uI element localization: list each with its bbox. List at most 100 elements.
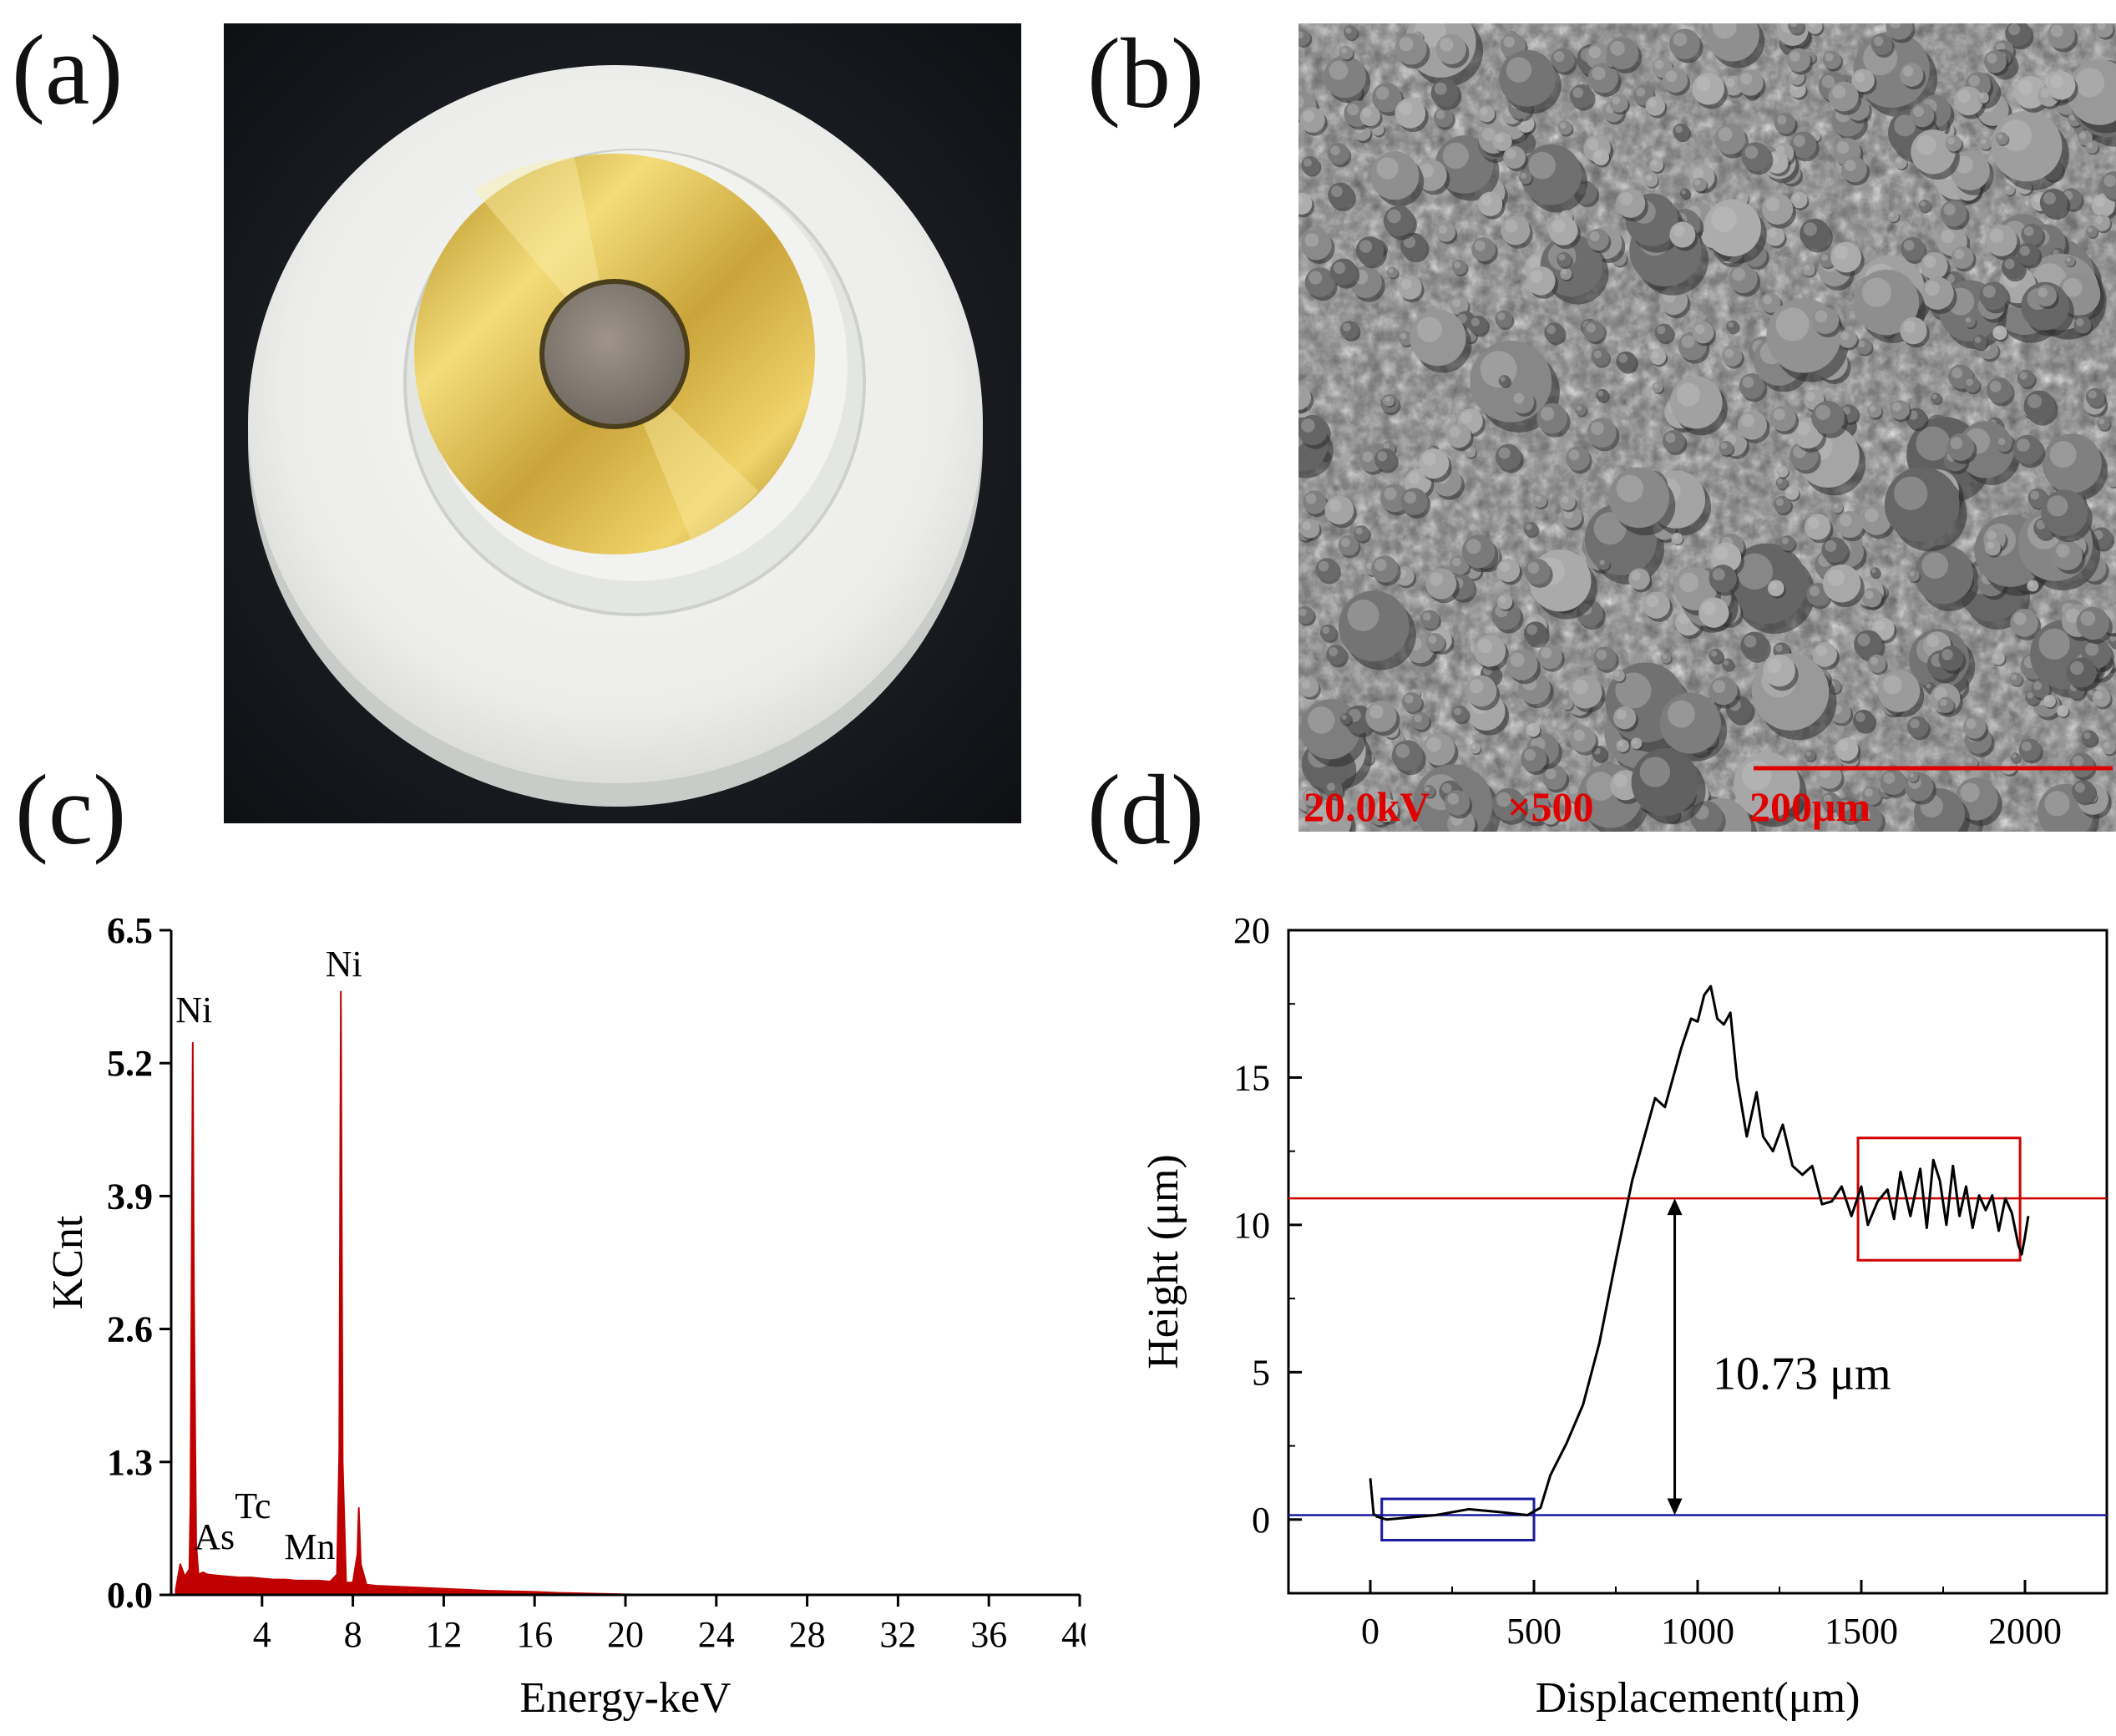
- sem-nodule-highlight: [1447, 792, 1460, 805]
- sem-nodule-highlight: [1593, 512, 1627, 545]
- sem-nodule-highlight: [1805, 751, 1811, 757]
- sem-nodule: [1503, 145, 1526, 169]
- sem-nodule-highlight: [1857, 633, 1870, 646]
- sem-nodule: [1669, 376, 1723, 429]
- sem-nodule-highlight: [1460, 412, 1473, 423]
- sem-nodule-highlight: [1341, 714, 1347, 720]
- sem-nodule: [1907, 716, 1929, 738]
- sem-nodule-highlight: [1631, 570, 1641, 581]
- sem-nodule: [1652, 382, 1663, 393]
- sem-nodule-highlight: [1543, 809, 1552, 817]
- profile-highlight-box: [1380, 1497, 1536, 1541]
- sem-nodule: [1962, 716, 1987, 739]
- eds-peak-label: Mn: [284, 1526, 335, 1567]
- sem-nodule-highlight: [1909, 570, 1915, 577]
- sem-nodule: [1983, 50, 2007, 73]
- sem-nodule-highlight: [1873, 36, 1884, 47]
- sem-nodule-highlight: [1894, 476, 1928, 510]
- sem-nodule-highlight: [1796, 421, 1810, 436]
- sem-nodule-highlight: [1345, 27, 1352, 34]
- sem-nodule: [1811, 401, 1845, 434]
- sem-nodule: [1298, 384, 1312, 410]
- sem-nodule: [1907, 772, 1919, 782]
- sem-nodule: [1338, 590, 1410, 661]
- sem-nodule: [1608, 467, 1670, 529]
- sem-nodule-highlight: [1870, 656, 1879, 666]
- sem-nodule-highlight: [1303, 158, 1312, 167]
- sem-nodule: [2108, 633, 2116, 648]
- sem-nodule-highlight: [1438, 225, 1448, 234]
- sem-nodule: [2031, 679, 2050, 698]
- sem-nodule: [2102, 740, 2116, 755]
- sem-nodule: [1587, 418, 1617, 448]
- sem-nodule-highlight: [1789, 51, 1800, 63]
- sem-nodule: [1855, 338, 1872, 355]
- sem-nodule-highlight: [1651, 159, 1658, 166]
- sem-nodule-highlight: [2076, 318, 2084, 326]
- sem-nodule-highlight: [1597, 390, 1604, 397]
- sem-nodule-highlight: [1855, 712, 1865, 722]
- sem-nodule-highlight: [1495, 134, 1504, 144]
- sem-nodule-highlight: [1645, 175, 1653, 181]
- sem-nodule: [1779, 535, 1795, 551]
- sem-nodule: [1395, 33, 1427, 65]
- sem-nodule: [1979, 281, 2008, 311]
- eds-x-axis-label: Energy-keV: [519, 1674, 731, 1722]
- sem-nodule-highlight: [1741, 413, 1755, 428]
- sem-nodule-highlight: [1481, 195, 1492, 206]
- sem-nodule-highlight: [1775, 498, 1784, 506]
- sem-nodule: [1616, 739, 1629, 752]
- sem-nodule-highlight: [1385, 397, 1390, 402]
- sem-nodule: [1739, 373, 1765, 399]
- sem-nodule-highlight: [1870, 568, 1876, 574]
- sem-nodule-highlight: [1648, 99, 1658, 108]
- sem-nodule-highlight: [1613, 773, 1628, 787]
- sem-nodule: [1918, 200, 1931, 212]
- sem-nodule: [1663, 429, 1685, 453]
- sem-nodule-highlight: [2032, 194, 2043, 204]
- sem-nodule-highlight: [2056, 544, 2070, 558]
- profile-y-tick-label: 5: [1252, 1352, 1270, 1393]
- sem-nodule: [1770, 405, 1796, 432]
- sem-nodule: [1548, 215, 1578, 245]
- sem-nodule: [1854, 630, 1883, 659]
- sem-nodule-highlight: [1926, 683, 1931, 689]
- sem-nodule-highlight: [1982, 285, 1996, 298]
- sem-micrograph: 20.0kV ×500 200μm: [1298, 23, 2116, 832]
- sem-nodule: [1359, 105, 1381, 127]
- eds-peak-label: Tc: [235, 1485, 271, 1526]
- sem-nodule: [1867, 403, 1882, 418]
- eds-x-tick-label: 28: [789, 1614, 826, 1655]
- sem-nodule: [1649, 158, 1663, 172]
- sem-nodule: [1384, 395, 1395, 407]
- sem-nodule: [1422, 784, 1435, 797]
- sem-nodule: [1371, 555, 1399, 583]
- sem-nodule-highlight: [1573, 729, 1586, 741]
- sem-nodule: [1592, 148, 1610, 166]
- sem-nodule: [1669, 28, 1700, 59]
- sem-nodule-highlight: [1616, 474, 1644, 503]
- sem-nodule-highlight: [1404, 491, 1417, 504]
- sem-nodule: [2039, 188, 2068, 217]
- sem-nodule-highlight: [2080, 610, 2096, 626]
- sem-nodule-highlight: [1744, 145, 1759, 159]
- sem-nodule-highlight: [1681, 190, 1686, 195]
- sem-nodule: [1938, 645, 1964, 671]
- sem-nodule: [2042, 433, 2102, 493]
- sem-nodule-highlight: [1652, 351, 1660, 358]
- sem-nodule-highlight: [1616, 709, 1627, 720]
- sem-nodule: [1996, 436, 2012, 453]
- sem-nodule-highlight: [1333, 261, 1346, 275]
- panel-label-c: (c): [15, 754, 127, 865]
- sem-nodule-highlight: [1809, 23, 1816, 28]
- sem-nodule: [1324, 780, 1344, 799]
- sem-nodule-highlight: [1925, 281, 1941, 296]
- sem-nodule-highlight: [1329, 647, 1339, 656]
- sem-nodule-highlight: [1676, 382, 1700, 407]
- sem-nodule-highlight: [1477, 639, 1492, 654]
- sem-nodule: [1911, 129, 1956, 175]
- sem-nodule: [1339, 713, 1352, 725]
- sem-nodule: [1978, 137, 1992, 150]
- sem-nodule: [1806, 23, 1823, 34]
- sem-nodule: [1616, 188, 1646, 218]
